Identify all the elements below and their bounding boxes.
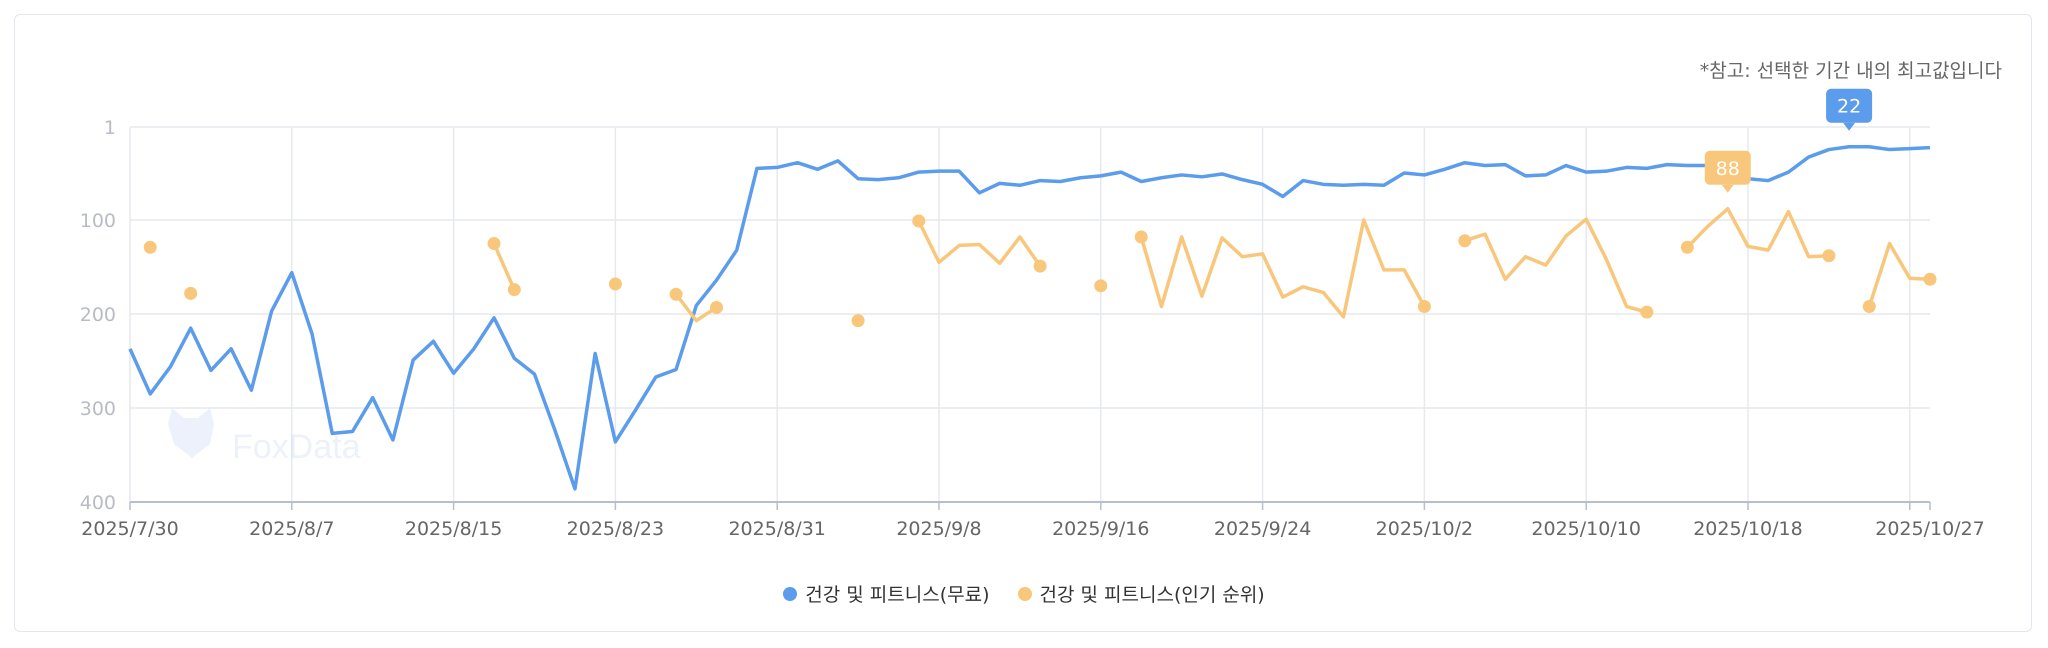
- best-value-tooltip: 88: [1704, 150, 1751, 193]
- data-point: [912, 214, 926, 228]
- tooltip-pointer: [1843, 122, 1856, 131]
- data-point: [184, 286, 198, 300]
- data-point: [487, 237, 501, 251]
- grid: [129, 126, 1930, 503]
- legend-dot-icon: [1017, 586, 1032, 601]
- y-tick-label: 300: [80, 398, 116, 420]
- best-value-label: 22: [1837, 96, 1861, 118]
- legend-dot-icon: [783, 586, 798, 601]
- x-tick-label: 2025/8/7: [249, 518, 334, 540]
- data-point: [851, 314, 865, 328]
- data-point: [1094, 279, 1108, 293]
- x-tick-label: 2025/8/31: [728, 518, 825, 540]
- best-value-label: 88: [1716, 158, 1740, 180]
- data-point: [608, 277, 622, 291]
- y-tick-label: 100: [80, 210, 116, 232]
- data-point: [1923, 272, 1937, 286]
- series-line-1: [1139, 218, 1426, 319]
- x-tick-label: 2025/10/18: [1693, 518, 1803, 540]
- series-line-1: [917, 220, 1042, 268]
- legend-item-popular[interactable]: 건강 및 피트니스(인기 순위): [1017, 580, 1265, 607]
- legend-label: 건강 및 피트니스(무료): [805, 584, 990, 606]
- tooltip-pointer: [1721, 184, 1734, 193]
- axes: 1 100 200 300 400 2025/7/30 2025/8/7 2025/8/15 2…: [80, 117, 1985, 540]
- max-value-note: *참고: 선택한 기간 내의 최고값입니다: [1699, 60, 2002, 82]
- x-tick-label: 2025/9/8: [896, 518, 981, 540]
- chart-card: [14, 14, 2032, 632]
- x-tick-label: 2025/8/23: [567, 518, 664, 540]
- y-tick-label: 1: [104, 117, 116, 139]
- data-point: [1640, 305, 1654, 319]
- x-tick-label: 2025/10/10: [1531, 518, 1641, 540]
- fox-logo-icon: [168, 408, 214, 458]
- best-value-tooltip: 22: [1826, 88, 1873, 131]
- data-point: [1680, 240, 1694, 254]
- series-line-1: [492, 242, 516, 291]
- x-tick-label: 2025/7/30: [81, 518, 178, 540]
- data-point: [1862, 300, 1876, 314]
- legend-label: 건강 및 피트니스(인기 순위): [1039, 584, 1265, 606]
- data-point: [1822, 249, 1836, 263]
- x-tick-label: 2025/8/15: [405, 518, 502, 540]
- series-line-1: [1464, 217, 1648, 314]
- series-line-1: [674, 293, 718, 323]
- y-tick-label: 200: [80, 304, 116, 326]
- tooltip-box: [1704, 150, 1751, 185]
- series: [128, 144, 1937, 491]
- tooltip-box: [1826, 88, 1873, 123]
- x-tick-label: 2025/9/24: [1214, 518, 1311, 540]
- series-line-1: [1867, 241, 1931, 308]
- series-line-0: [128, 144, 1931, 491]
- legend: 건강 및 피트니스(무료) 건강 및 피트니스(인기 순위): [0, 580, 2048, 607]
- data-point: [1033, 259, 1047, 273]
- best-labels: 22 88: [1704, 88, 1873, 193]
- data-point: [1417, 300, 1431, 314]
- x-tick-label: 2025/10/27: [1875, 518, 1985, 540]
- x-tick-label: 2025/10/2: [1376, 518, 1473, 540]
- data-point: [710, 300, 724, 314]
- series-line-1: [1686, 207, 1829, 259]
- x-tick-label: 2025/9/16: [1052, 518, 1149, 540]
- data-point: [1134, 230, 1148, 244]
- data-point: [1458, 234, 1472, 248]
- data-point: [143, 240, 157, 254]
- y-tick-label: 400: [80, 492, 116, 514]
- data-point: [669, 287, 683, 301]
- foxdata-watermark: FoxData: [168, 408, 361, 466]
- data-point: [507, 283, 521, 297]
- legend-item-free[interactable]: 건강 및 피트니스(무료): [783, 580, 990, 607]
